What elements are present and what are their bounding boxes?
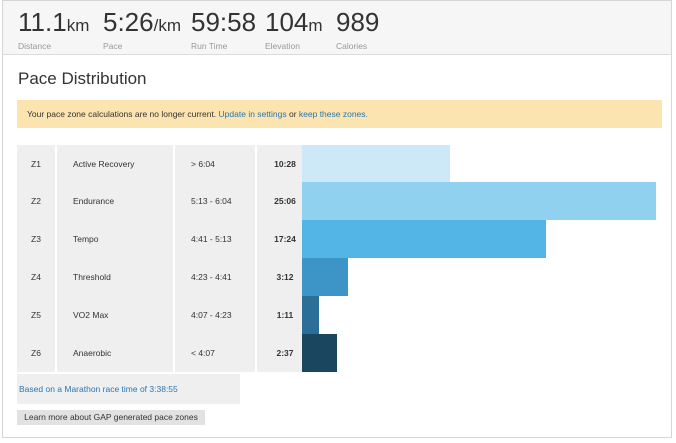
zone-id: Z3 [17,220,55,258]
keep-zones-link[interactable]: keep these zones. [298,109,368,119]
zone-name: Endurance [57,182,173,220]
zone-time-bar [302,334,337,372]
zone-pace-range: > 6:04 [175,145,255,183]
zone-id: Z4 [17,258,55,296]
stat-value: 104 [265,7,309,37]
stat-distance: 11.1km Distance [18,9,89,51]
alert-text: Your pace zone calculations are no longe… [27,109,217,119]
section-title: Pace Distribution [18,69,147,88]
stat-pace: 5:26/km Pace [103,9,181,51]
zone-id: Z5 [17,296,55,334]
alert-or-text: or [288,109,297,119]
zone-time-bar [302,182,656,220]
zone-time-bar [302,145,450,183]
zone-id: Z6 [17,334,55,372]
stat-label: Run Time [191,41,228,51]
stat-label: Elevation [265,41,300,51]
stat-unit: /km [153,16,181,35]
zone-pace-range: < 4:07 [175,334,255,372]
zone-time-bar [302,258,348,296]
outdated-zones-alert: Your pace zone calculations are no longe… [17,100,662,128]
stat-label: Calories [336,41,368,51]
stat-unit: km [66,16,90,35]
update-settings-link[interactable]: Update in settings [218,109,287,119]
zone-pace-range: 4:23 - 4:41 [175,258,255,296]
zone-name: VO2 Max [57,296,173,334]
stat-calories: 989 Calories [336,9,379,51]
stat-label: Pace [103,41,123,51]
zone-name: Threshold [57,258,173,296]
race-time-footnote: Based on a Marathon race time of 3:38:55 [17,374,240,404]
learn-more-button[interactable]: Learn more about GAP generated pace zone… [17,410,205,425]
stat-label: Distance [18,41,52,51]
zone-time-bar [302,220,546,258]
stat-elevation: 104m Elevation [265,9,323,51]
zone-id: Z1 [17,145,55,183]
zone-pace-range: 4:07 - 4:23 [175,296,255,334]
pace-panel: 11.1km Distance 5:26/km Pace 59:58 Run T… [2,0,672,438]
zone-pace-range: 4:41 - 5:13 [175,220,255,258]
stats-header: 11.1km Distance 5:26/km Pace 59:58 Run T… [3,1,671,55]
zone-pace-range: 5:13 - 6:04 [175,182,255,220]
stat-value: 59:58 [191,7,257,37]
zone-name: Anaerobic [57,334,173,372]
zone-time-bar [302,296,319,334]
zone-id: Z2 [17,182,55,220]
stat-value: 11.1 [18,7,67,37]
stat-value: 989 [336,7,380,37]
zone-name: Active Recovery [57,145,173,183]
stat-run-time: 59:58 Run Time [191,9,256,51]
zone-name: Tempo [57,220,173,258]
stat-unit: m [308,16,323,35]
stat-value: 5:26 [103,7,154,37]
